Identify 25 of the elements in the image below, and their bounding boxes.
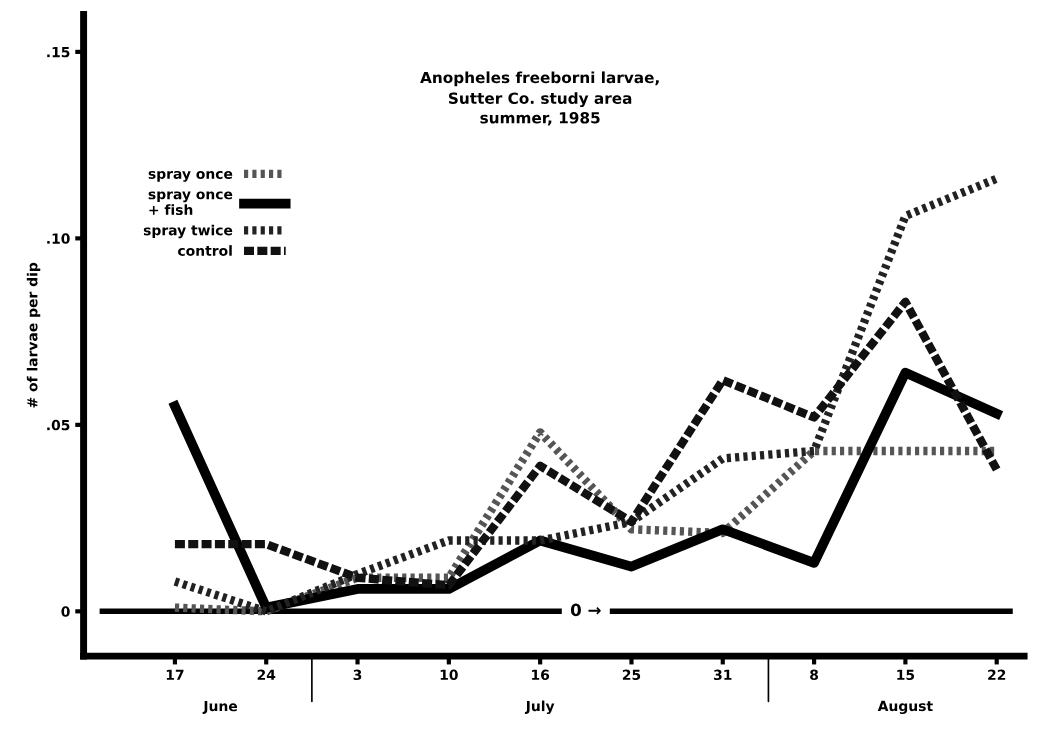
x-tick-label: 25 xyxy=(622,669,641,681)
y-axis-title: # of larvae per dip xyxy=(26,262,41,408)
legend-label: control xyxy=(178,245,232,256)
x-tick-label: 16 xyxy=(532,669,550,681)
text: July xyxy=(524,700,555,715)
x-tick-label: 22 xyxy=(988,669,1006,680)
x-tick-label: 15 xyxy=(897,669,915,681)
text: Sutter Co. study area summer, 1985 xyxy=(448,92,632,126)
x-tick-label: 8 xyxy=(810,669,819,681)
y-tick-label: .05 xyxy=(47,419,70,431)
legend-label: spray twice xyxy=(143,224,233,239)
x-tick-label: 17 xyxy=(166,669,184,680)
ref-line-label: 0 → xyxy=(570,603,601,617)
legend-label: spray once + fish xyxy=(148,191,233,216)
y-tick-label: .15 xyxy=(47,47,70,58)
y-tick-label: .10 xyxy=(47,233,70,244)
text: August xyxy=(877,700,933,714)
x-tick-label: 24 xyxy=(257,669,276,680)
text: Anopheles freeborni larvae, xyxy=(420,71,659,87)
x-tick-label: 10 xyxy=(440,669,458,681)
x-tick-label: 3 xyxy=(353,669,362,681)
x-tick-label: 31 xyxy=(714,669,732,681)
text: June xyxy=(202,700,238,714)
legend-label: spray once xyxy=(148,170,233,182)
y-tick-label: 0 xyxy=(61,606,70,617)
